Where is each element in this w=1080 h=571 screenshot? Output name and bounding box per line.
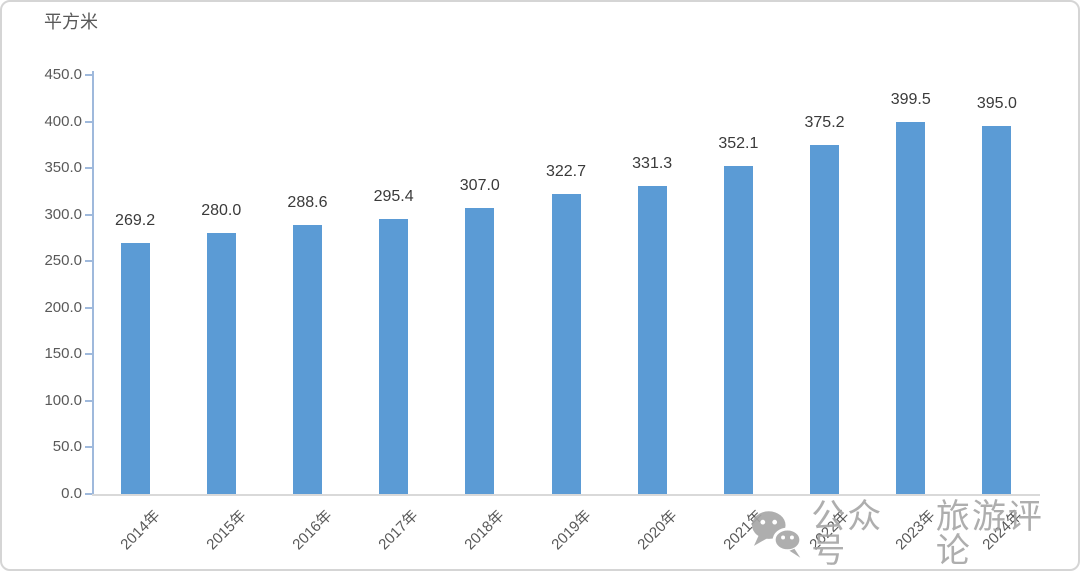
bar: [465, 208, 495, 494]
bar: [379, 218, 409, 494]
bar: [551, 193, 581, 494]
bar-value-label: 288.6: [287, 194, 328, 212]
bar: [723, 166, 753, 494]
y-tick-label: 350.0: [44, 159, 82, 177]
bar-value-label: 395.0: [976, 95, 1017, 113]
y-tick-label: 100.0: [44, 391, 82, 409]
y-tick-mark: [85, 213, 92, 216]
y-tick-label: 150.0: [44, 345, 82, 363]
bar-value-label: 331.3: [632, 154, 673, 172]
y-tick-mark: [85, 74, 92, 76]
x-axis-line: [92, 494, 1040, 496]
x-tick-label: 2019年: [547, 507, 595, 554]
y-tick-mark: [85, 167, 92, 170]
bar: [120, 243, 150, 494]
y-tick-label: 200.0: [44, 298, 82, 316]
bar: [810, 144, 840, 494]
y-tick-mark: [85, 353, 92, 356]
y-tick-label: 0.0: [61, 485, 82, 502]
bar-value-label: 307.0: [459, 177, 500, 195]
bar-value-label: 322.7: [545, 162, 587, 180]
x-tick-label: 2020年: [634, 507, 681, 554]
bar-value-label: 269.2: [115, 212, 156, 230]
bar-value-label: 352.1: [718, 135, 759, 153]
x-tick-label: 2015年: [203, 507, 250, 554]
watermark-account-label: 公众号: [811, 498, 884, 570]
y-tick-label: 250.0: [44, 252, 82, 270]
bar-value-label: 280.0: [201, 202, 242, 220]
bar-value-label: 295.4: [373, 187, 414, 205]
watermark: 公众号 旅游评论: [750, 500, 1078, 568]
y-tick-mark: [85, 399, 92, 402]
bar: [637, 185, 667, 494]
x-tick-label: 2014年: [117, 507, 164, 554]
y-tick-label: 50.0: [52, 438, 82, 456]
wechat-icon: [751, 511, 803, 558]
x-tick-label: 2018年: [461, 507, 508, 554]
bar: [896, 122, 926, 494]
y-tick-label: 400.0: [44, 112, 82, 130]
bar-value-label: 399.5: [890, 91, 931, 109]
y-tick-mark: [85, 446, 92, 449]
y-axis-unit-label: 平方米: [44, 12, 98, 32]
y-tick-mark: [85, 120, 92, 123]
bar-value-label: 375.2: [804, 113, 845, 131]
y-tick-label: 300.0: [44, 205, 82, 223]
y-axis-line: [92, 71, 94, 494]
bar: [292, 225, 322, 494]
y-tick-label: 450.0: [44, 66, 82, 83]
y-tick-mark: [85, 306, 92, 309]
bar: [206, 233, 236, 494]
bar: [982, 126, 1012, 494]
y-tick-mark: [85, 260, 92, 263]
watermark-account-name: 旅游评论: [935, 498, 1044, 570]
x-tick-label: 2017年: [375, 507, 422, 554]
x-tick-label: 2016年: [289, 507, 336, 554]
y-tick-mark: [85, 493, 92, 495]
